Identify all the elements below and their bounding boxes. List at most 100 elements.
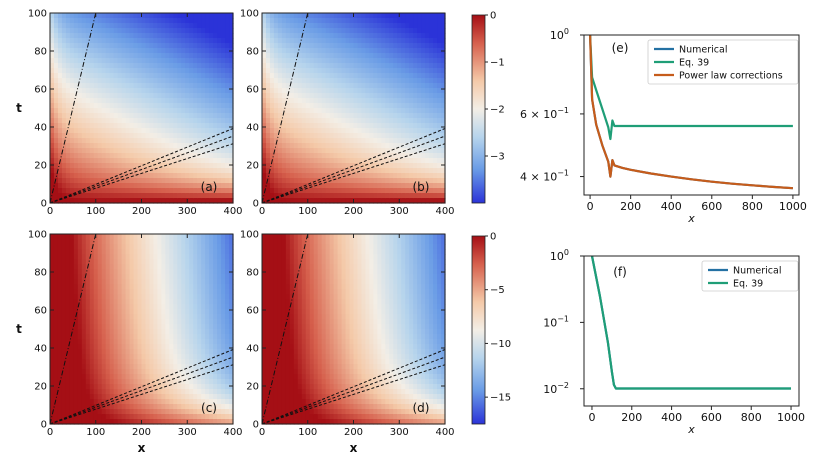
heatmap-cell bbox=[161, 259, 166, 265]
heatmap-cell bbox=[329, 148, 335, 154]
heatmap-cell bbox=[425, 123, 430, 129]
heatmap-cell bbox=[437, 108, 442, 114]
heatmap-cell bbox=[61, 294, 67, 300]
heatmap-cell bbox=[57, 249, 63, 255]
heatmap-cell bbox=[285, 163, 291, 169]
heatmap-cell bbox=[281, 23, 287, 29]
heatmap-cell bbox=[377, 118, 382, 124]
heatmap-cell bbox=[317, 123, 323, 129]
heatmap-cell bbox=[317, 23, 323, 29]
heatmap-cell bbox=[441, 193, 446, 199]
heatmap-cell bbox=[169, 399, 174, 405]
heatmap-cell bbox=[61, 128, 67, 134]
heatmap-cell bbox=[129, 73, 135, 79]
heatmap-cell bbox=[105, 28, 111, 34]
heatmap-cell bbox=[173, 409, 178, 415]
heatmap-cell bbox=[365, 148, 371, 154]
heatmap-cell bbox=[177, 289, 182, 295]
heatmap-cell bbox=[373, 73, 378, 79]
heatmap-cell bbox=[209, 113, 214, 119]
heatmap-cell bbox=[349, 138, 355, 144]
heatmap-cell bbox=[429, 183, 434, 189]
heatmap-cell bbox=[89, 304, 95, 310]
heatmap-cell bbox=[149, 239, 155, 245]
heatmap-cell bbox=[201, 113, 206, 119]
heatmap-cell bbox=[165, 319, 170, 325]
heatmap-cell bbox=[357, 33, 363, 39]
heatmap-cell bbox=[217, 113, 222, 119]
heatmap-cell bbox=[113, 259, 119, 265]
heatmap-cell bbox=[73, 28, 79, 34]
heatmap-cell bbox=[89, 18, 95, 24]
heatmap-cell bbox=[177, 128, 182, 134]
heatmap-cell bbox=[341, 173, 347, 179]
heatmap-cell bbox=[153, 153, 159, 159]
heatmap-cell bbox=[333, 88, 339, 94]
heatmap-cell bbox=[393, 128, 398, 134]
heatmap-cell bbox=[421, 173, 426, 179]
heatmap-cell bbox=[345, 153, 351, 159]
heatmap-cell bbox=[137, 143, 143, 149]
heatmap-cell bbox=[309, 193, 315, 199]
heatmap-cell bbox=[61, 404, 67, 410]
heatmap-cell bbox=[137, 138, 143, 144]
heatmap-cell bbox=[50, 93, 55, 99]
heatmap-cell bbox=[77, 103, 83, 109]
heatmap-cell bbox=[217, 13, 222, 19]
heatmap-cell bbox=[165, 148, 170, 154]
heatmap-cell bbox=[289, 63, 295, 69]
heatmap-cell bbox=[177, 309, 182, 315]
heatmap-cell bbox=[93, 33, 99, 39]
heatmap-cell bbox=[109, 339, 115, 345]
heatmap-cell bbox=[113, 158, 119, 164]
heatmap-cell bbox=[365, 18, 371, 24]
heatmap-cell bbox=[149, 349, 155, 355]
heatmap-cell bbox=[333, 193, 339, 199]
heatmap-cell bbox=[81, 98, 87, 104]
heatmap-cell bbox=[189, 188, 194, 194]
heatmap-cell bbox=[97, 349, 103, 355]
heatmap-cell bbox=[225, 173, 230, 179]
heatmap-cell bbox=[197, 18, 202, 24]
heatmap-cell bbox=[281, 163, 287, 169]
heatmap-cell bbox=[161, 158, 166, 164]
heatmap-cell bbox=[193, 173, 198, 179]
heatmap-cell bbox=[157, 279, 162, 285]
heatmap-cell bbox=[117, 249, 123, 255]
heatmap-cell bbox=[341, 158, 347, 164]
heatmap-cell bbox=[113, 264, 119, 270]
heatmap-cell bbox=[353, 83, 359, 89]
heatmap-cell bbox=[413, 88, 418, 94]
heatmap-cell bbox=[153, 83, 159, 89]
heatmap-cell bbox=[169, 98, 174, 104]
heatmap-cell bbox=[185, 354, 190, 360]
heatmap-cell bbox=[433, 128, 438, 134]
heatmap-cell bbox=[345, 183, 351, 189]
heatmap-cell bbox=[145, 193, 151, 199]
heatmap-cell bbox=[441, 148, 446, 154]
heatmap-cell bbox=[181, 299, 186, 305]
heatmap-cell bbox=[69, 399, 75, 405]
heatmap-cell bbox=[405, 178, 410, 184]
heatmap-cell bbox=[301, 198, 307, 204]
heatmap-cell bbox=[193, 409, 198, 415]
heatmap-cell bbox=[397, 18, 402, 24]
heatmap-cell bbox=[105, 168, 111, 174]
heatmap-cell bbox=[197, 123, 202, 129]
heatmap-cell bbox=[173, 78, 178, 84]
heatmap-cell bbox=[193, 53, 198, 59]
heatmap-cell bbox=[373, 58, 378, 64]
heatmap-cell bbox=[297, 63, 303, 69]
heatmap-cell bbox=[289, 143, 295, 149]
heatmap-cell bbox=[305, 168, 311, 174]
heatmap-cell bbox=[441, 138, 446, 144]
heatmap-cell bbox=[93, 259, 99, 265]
heatmap-cell bbox=[401, 158, 406, 164]
heatmap-cell bbox=[305, 43, 311, 49]
heatmap-cell bbox=[262, 63, 267, 69]
heatmap-cell bbox=[57, 93, 63, 99]
heatmap-cell bbox=[209, 13, 214, 19]
heatmap-cell bbox=[393, 78, 398, 84]
heatmap-cell bbox=[109, 294, 115, 300]
